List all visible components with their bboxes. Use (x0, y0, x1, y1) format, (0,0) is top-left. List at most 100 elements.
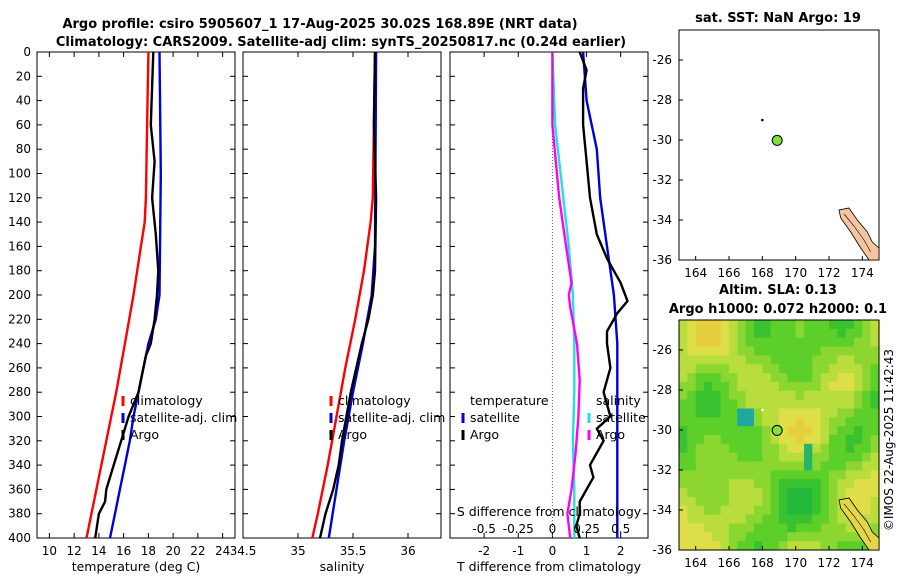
sla-cell (687, 426, 697, 436)
sla-cell (687, 496, 697, 507)
sla-cell (745, 346, 755, 356)
sla-cell (770, 328, 780, 339)
sla-cell (737, 479, 747, 489)
sla-cell (720, 470, 730, 480)
x-tick-label: 14 (91, 544, 106, 558)
sla-cell (729, 541, 738, 551)
sla-cell (845, 399, 855, 409)
sla-cell (770, 496, 780, 507)
x-tick-label: 10 (42, 544, 57, 558)
sla-cell (795, 541, 805, 551)
sla-cell (729, 364, 738, 374)
sla-cell (787, 364, 797, 374)
sla-cell (795, 426, 805, 436)
sla-cell (829, 505, 838, 516)
sla-cell (787, 435, 797, 445)
sla-cell (829, 337, 838, 348)
sla-cell (762, 461, 772, 471)
sla-cell (829, 364, 838, 374)
y-tick-label: 360 (8, 482, 31, 496)
sla-cell (687, 408, 697, 418)
y-tick-label: 20 (16, 69, 31, 83)
legend-label: Argo (470, 427, 499, 442)
sla-cell (787, 461, 797, 471)
sla-cell (854, 461, 863, 471)
sla-cell (687, 452, 697, 463)
sla-cell (704, 346, 713, 356)
sla-cell (829, 452, 838, 463)
sla-cell (762, 408, 772, 418)
sla-cell (812, 496, 822, 507)
sla-cell (687, 381, 697, 392)
sla-cell (729, 355, 738, 365)
sla-cell (754, 381, 763, 392)
sla-cell (837, 452, 847, 463)
x-tick-label: 168 (751, 266, 774, 280)
sla-cell (754, 452, 763, 463)
sla-cell (804, 479, 813, 489)
marker-dot (761, 408, 764, 412)
sla-cell (837, 479, 847, 489)
sla-cell (745, 488, 755, 498)
sla-cell (762, 514, 772, 524)
x-tick-label: 0 (549, 544, 557, 558)
x-axis-label: T difference from climatology (456, 559, 642, 574)
climatology-line (85, 51, 150, 539)
sla-cell (779, 532, 788, 542)
sla-cell (870, 470, 880, 480)
sla-cell (737, 426, 747, 436)
sla-cell (712, 532, 722, 542)
sla-cell (804, 523, 813, 533)
legend-label: climatology (130, 393, 203, 408)
sla-cell (762, 364, 772, 374)
sla-cell (862, 328, 872, 339)
sla-cell (770, 505, 780, 516)
sla-cell (829, 408, 838, 418)
sla-cell (829, 488, 838, 498)
sla-cell (837, 320, 847, 330)
sla-cell (745, 426, 755, 436)
sla-cell (745, 355, 755, 365)
sla-cell (854, 435, 863, 445)
sla-cell (829, 320, 838, 330)
sla-cell (712, 514, 722, 524)
sla-cell (729, 417, 738, 427)
sla-cell (720, 408, 730, 418)
y-tick-label: -36 (652, 543, 672, 557)
sla-cell (787, 390, 797, 401)
sla-cell (704, 399, 713, 409)
sla-cell (845, 443, 855, 454)
sla-cell (845, 532, 855, 542)
sla-cell (770, 541, 780, 551)
sla-cell (770, 320, 780, 330)
sla-cell (745, 505, 755, 516)
sla-cell (829, 532, 838, 542)
sla-cell (704, 496, 713, 507)
sla-cell (837, 337, 847, 348)
sla-cell (804, 373, 813, 383)
sla-cell (770, 337, 780, 348)
sla-cell (804, 532, 813, 542)
sla-cell (820, 470, 830, 480)
sla-cell (779, 470, 788, 480)
sla-cell (695, 435, 705, 445)
sla-cell (862, 461, 872, 471)
sla-cell (795, 381, 805, 392)
sla-cell (687, 399, 697, 409)
satellite-clim-line (108, 51, 163, 539)
sla-cell (820, 328, 830, 339)
main-title-line1: Argo profile: csiro 5905607_1 17-Aug-202… (62, 17, 577, 32)
sla-cell (837, 373, 847, 383)
sla-cell (804, 514, 813, 524)
sla-cell (737, 337, 747, 348)
x-tick-label: 172 (818, 556, 841, 570)
sla-cell (870, 514, 880, 524)
sla-cell (762, 443, 772, 454)
sla-cell (679, 399, 688, 409)
sla-cell (754, 479, 763, 489)
sla-cell (804, 417, 813, 427)
y-tick-label: -34 (652, 213, 672, 227)
sla-cell (787, 355, 797, 365)
sla-cell (804, 337, 813, 348)
sla-cell (812, 443, 822, 454)
